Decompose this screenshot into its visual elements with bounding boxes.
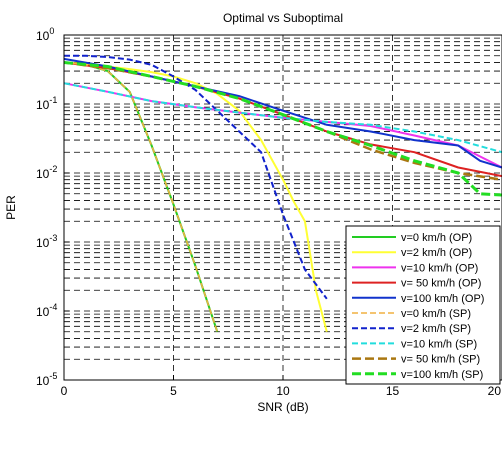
x-tick-label: 5 (170, 384, 177, 398)
legend-label: v=0 km/h (OP) (401, 232, 472, 244)
legend-label: v=100 km/h (SP) (401, 369, 483, 381)
x-tick-label: 20 (488, 384, 502, 398)
y-tick-label: 10-5 (36, 371, 57, 388)
series-lines (63, 54, 502, 333)
legend-label: v=100 km/h (OP) (401, 293, 484, 305)
series-line-10 (63, 61, 502, 197)
legend-label: v=0 km/h (SP) (401, 308, 471, 320)
chart-title: Optimal vs Suboptimal (223, 11, 343, 25)
y-tick-label: 10-2 (36, 164, 57, 181)
legend-label: v=2 km/h (SP) (401, 323, 471, 335)
series-line-6 (63, 61, 219, 333)
legend: v=0 km/h (OP) v=2 km/h (OP) v=10 km/h (OP)… (345, 225, 501, 385)
x-tick-label: 15 (386, 384, 400, 398)
y-axis-label: PER (4, 195, 18, 220)
x-tick-label: 0 (61, 384, 68, 398)
y-tick-label: 10-4 (36, 302, 57, 319)
y-tick-label: 10-3 (36, 233, 57, 250)
y-tick-label: 100 (36, 26, 54, 43)
legend-label: v= 50 km/h (SP) (401, 354, 480, 366)
x-axis-label: SNR (dB) (257, 400, 308, 414)
legend-label: v=10 km/h (OP) (401, 262, 478, 274)
y-tick-label: 10-1 (36, 95, 57, 112)
series-line-8 (63, 82, 502, 154)
legend-label: v=10 km/h (SP) (401, 338, 477, 350)
legend-label: v=2 km/h (OP) (401, 247, 472, 259)
series-line-7 (64, 54, 328, 300)
legend-label: v= 50 km/h (OP) (401, 278, 481, 290)
x-tick-label: 10 (276, 384, 290, 398)
axis-ticks: 0 5 10 15 20 10-5 10-4 10-3 10-2 10-1 100 (36, 26, 502, 398)
